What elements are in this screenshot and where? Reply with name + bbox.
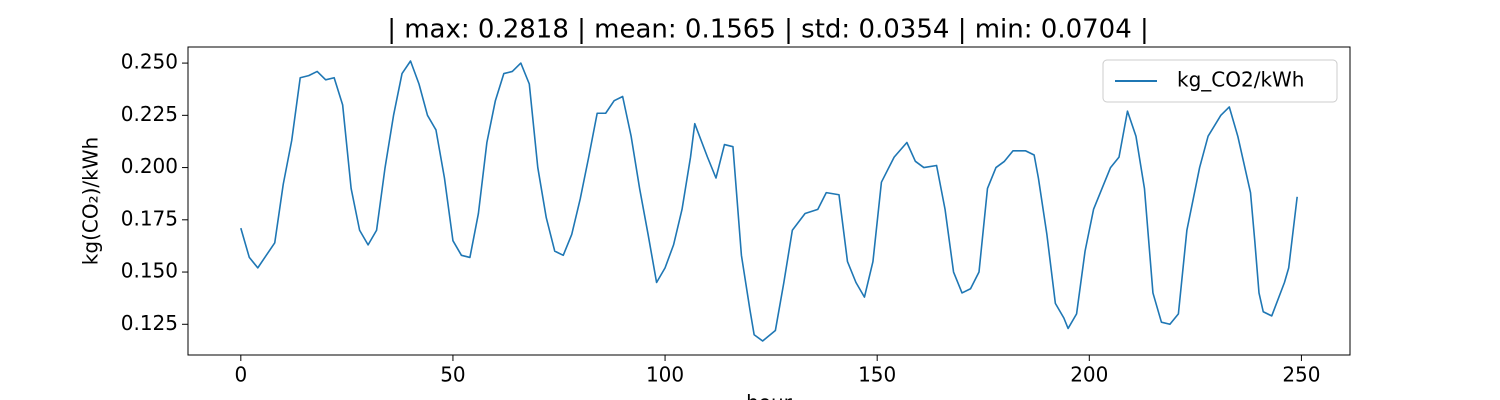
data-line xyxy=(240,60,1298,342)
y-tick-label: 0.250 xyxy=(121,50,178,74)
x-tick-label: 100 xyxy=(646,363,684,387)
y-tick-label: 0.175 xyxy=(121,206,178,230)
y-tick-label: 0.225 xyxy=(121,102,178,126)
plot-frame xyxy=(187,46,1351,356)
y-tick-label: 0.150 xyxy=(121,259,178,283)
x-tick-label: 250 xyxy=(1282,363,1320,387)
y-tick-label: 0.125 xyxy=(121,311,178,335)
y-tick-label: 0.200 xyxy=(121,154,178,178)
x-axis-label: hour xyxy=(746,391,793,400)
legend-label: kg_CO2/kWh xyxy=(1177,68,1304,92)
chart-title: | max: 0.2818 | mean: 0.1565 | std: 0.03… xyxy=(387,15,1149,45)
x-tick-label: 50 xyxy=(440,363,465,387)
x-tick-label: 150 xyxy=(858,363,896,387)
y-axis-label: kg(CO₂)/kWh xyxy=(79,137,103,265)
x-tick-label: 0 xyxy=(234,363,247,387)
legend-box xyxy=(1102,59,1338,103)
x-tick-label: 200 xyxy=(1070,363,1108,387)
